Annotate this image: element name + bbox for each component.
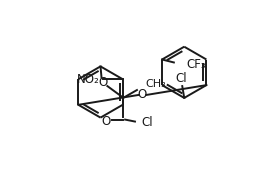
Text: CH₃: CH₃: [146, 79, 167, 89]
Text: Cl: Cl: [175, 72, 187, 85]
Text: O: O: [138, 88, 147, 101]
Text: O: O: [102, 115, 111, 128]
Text: CF₃: CF₃: [187, 58, 206, 71]
Text: NO₂: NO₂: [77, 73, 100, 86]
Text: O: O: [99, 76, 108, 89]
Text: Cl: Cl: [141, 116, 152, 129]
